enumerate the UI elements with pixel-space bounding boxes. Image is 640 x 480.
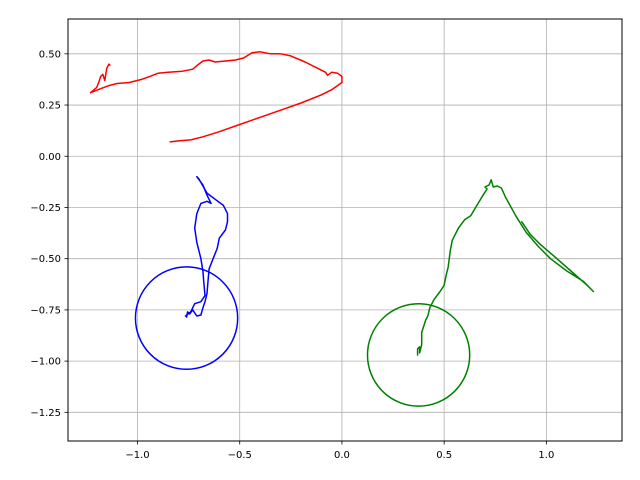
plot-frame — [67, 18, 623, 442]
y-tick-label: −0.50 — [30, 254, 61, 265]
y-axis: 0.50 0.25 0.00 −0.25 −0.50 −0.75 −1.00 −1.25 — [30, 49, 68, 419]
x-tick-label: −0.5 — [228, 450, 252, 461]
x-axis: −1.0 −0.5 0.0 0.5 1.0 — [125, 441, 554, 461]
x-tick-label: −1.0 — [125, 450, 149, 461]
y-tick-label: 0.50 — [39, 49, 61, 60]
series-circle-4 — [366, 302, 471, 407]
y-tick-label: 0.25 — [39, 101, 61, 112]
x-tick-label: 1.0 — [538, 450, 554, 461]
y-tick-label: −1.25 — [30, 408, 61, 419]
y-tick-label: −0.75 — [30, 305, 61, 316]
series-line-0 — [89, 51, 343, 143]
series-circle-2 — [134, 266, 239, 371]
grid — [68, 19, 622, 441]
series-group — [89, 51, 595, 407]
y-tick-label: 0.00 — [39, 152, 61, 163]
x-tick-label: 0.0 — [334, 450, 350, 461]
series-line-3 — [416, 179, 595, 356]
x-tick-label: 0.5 — [436, 450, 452, 461]
y-tick-label: −1.00 — [30, 357, 61, 368]
y-tick-label: −0.25 — [30, 203, 61, 214]
